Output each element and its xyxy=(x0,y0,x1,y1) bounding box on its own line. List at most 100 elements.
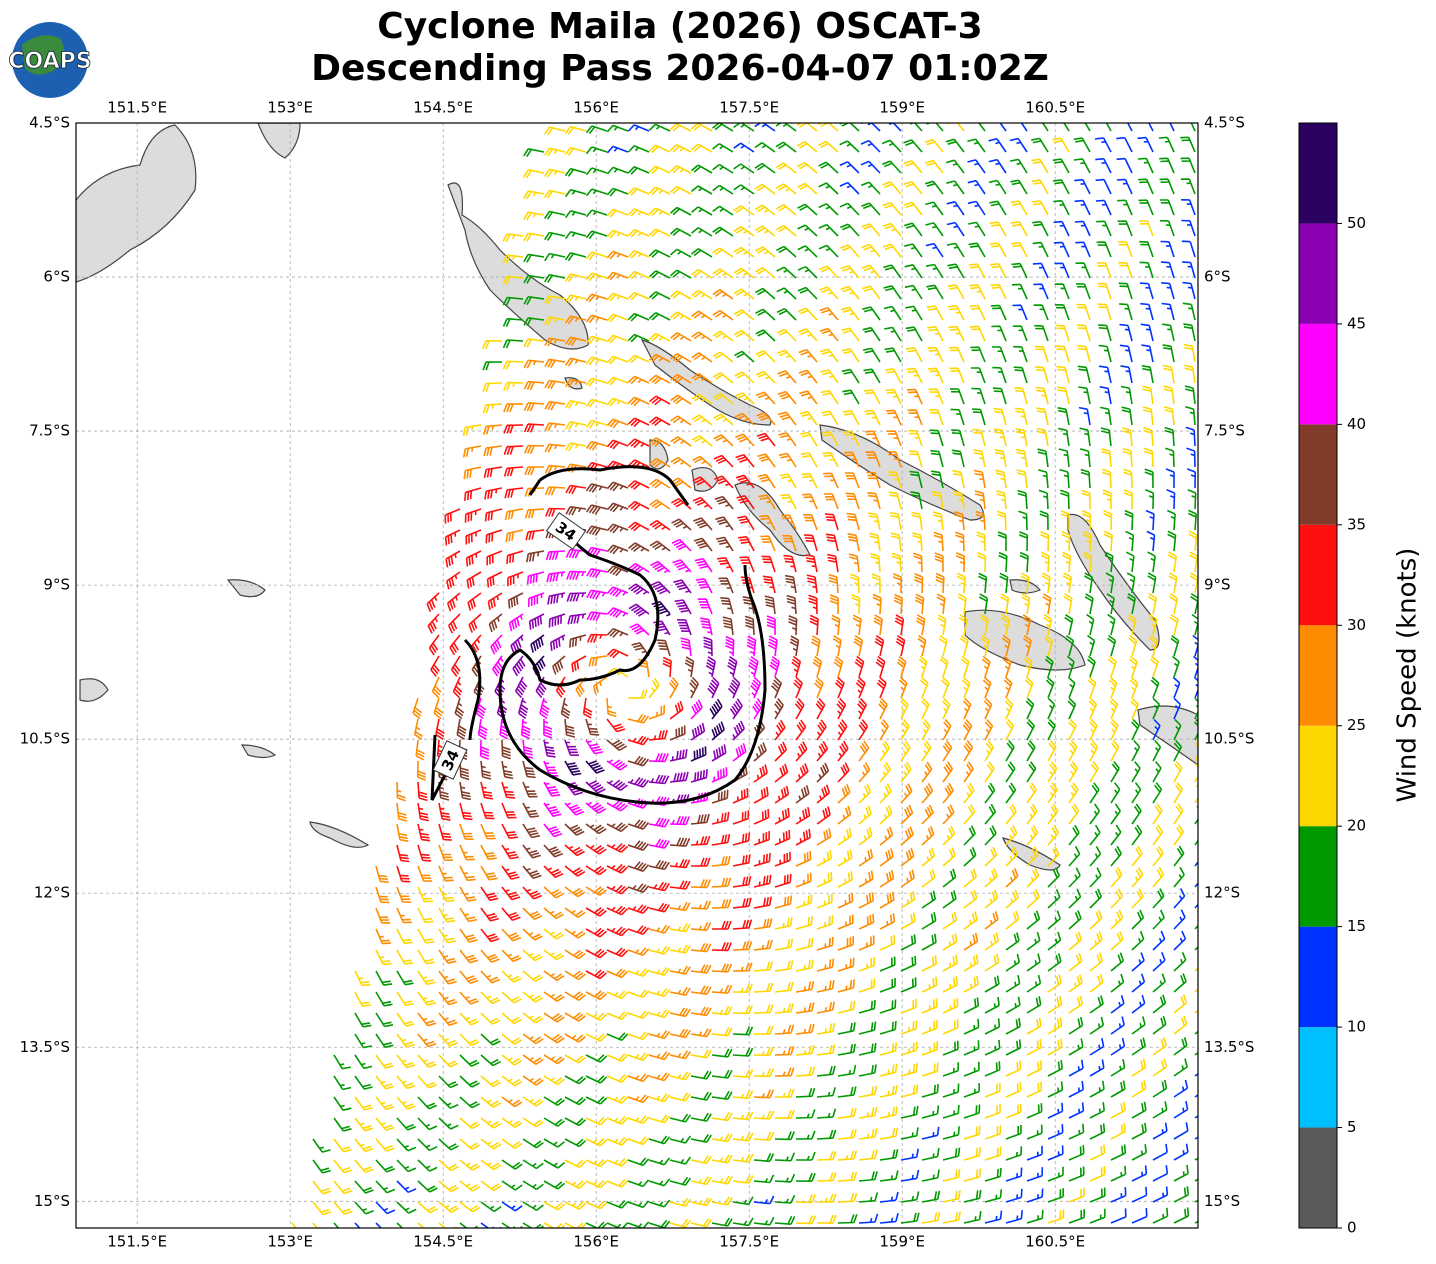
wind-barb xyxy=(805,554,818,573)
wind-barb xyxy=(333,1054,351,1070)
wind-barb xyxy=(958,614,968,636)
wind-barb xyxy=(795,1130,816,1140)
wind-barb xyxy=(564,718,576,738)
wind-barb xyxy=(879,934,896,951)
wind-barb xyxy=(564,802,584,816)
island xyxy=(649,439,669,470)
wind-barb xyxy=(486,550,503,566)
wind-barb xyxy=(1087,634,1096,657)
wind-barb xyxy=(984,740,994,762)
wind-barb xyxy=(585,230,608,240)
wind-barb xyxy=(526,550,545,563)
wind-barb xyxy=(879,1170,899,1182)
wind-barb xyxy=(606,502,629,513)
wind-barb xyxy=(1068,782,1079,804)
wind-barb xyxy=(1180,157,1196,174)
wind-barb xyxy=(837,1064,857,1077)
wind-barb xyxy=(934,552,944,573)
wind-barb xyxy=(912,532,923,552)
wind-barb xyxy=(908,429,923,447)
wind-barb xyxy=(585,188,608,197)
wind-barb xyxy=(876,676,887,699)
wind-barb xyxy=(1165,468,1175,488)
wind-barb xyxy=(1068,974,1083,993)
wind-barb xyxy=(312,1180,332,1195)
wind-barb xyxy=(1131,1186,1148,1203)
wind-barb xyxy=(879,1042,898,1056)
wind-barb xyxy=(978,572,988,594)
wind-barb xyxy=(752,698,764,720)
wind-barb xyxy=(1026,803,1038,825)
wind-barb xyxy=(546,571,566,583)
wind-barb xyxy=(953,490,965,510)
wind-barb xyxy=(1161,302,1175,321)
wind-barb xyxy=(921,1019,938,1035)
wind-barb xyxy=(935,572,945,594)
wind-barb xyxy=(1083,551,1093,573)
wind-barb xyxy=(1098,324,1112,342)
wind-barb xyxy=(1075,283,1091,300)
wind-barb xyxy=(973,469,986,489)
wind-barb xyxy=(480,865,498,881)
wind-barb xyxy=(588,655,608,667)
wind-barb xyxy=(1047,1124,1064,1140)
wind-barb xyxy=(1166,488,1176,510)
wind-barb xyxy=(564,357,587,367)
wind-barb xyxy=(753,852,771,867)
wind-barb xyxy=(502,339,524,349)
wind-barb xyxy=(942,740,953,762)
wind-barb xyxy=(564,1117,587,1127)
wind-barb xyxy=(501,823,518,839)
wind-barb xyxy=(971,408,986,426)
wind-barb xyxy=(1110,931,1124,951)
wind-barb xyxy=(627,312,650,322)
wind-barb xyxy=(606,229,629,239)
wind-barb xyxy=(669,227,692,237)
wind-barb xyxy=(606,884,629,895)
wind-barb xyxy=(712,123,734,132)
wind-barb xyxy=(1026,1167,1044,1182)
wind-barb xyxy=(753,1089,775,1099)
wind-barb xyxy=(648,1030,671,1040)
wind-barb xyxy=(483,466,503,479)
wind-barb xyxy=(543,781,561,797)
wind-barb xyxy=(977,551,987,573)
wind-barb xyxy=(1187,509,1197,531)
wind-barb xyxy=(524,466,544,476)
wind-barb xyxy=(795,719,807,741)
wind-barb xyxy=(631,642,650,657)
wind-barb xyxy=(1005,1188,1023,1203)
wind-barb xyxy=(816,871,833,888)
wind-barb xyxy=(1055,324,1070,342)
wind-barb xyxy=(939,655,949,678)
wind-barb xyxy=(858,1213,879,1224)
wind-barb xyxy=(627,500,650,511)
wind-barb xyxy=(753,896,772,909)
wind-barb xyxy=(774,1003,794,1014)
wind-barb xyxy=(528,592,545,607)
wind-barb xyxy=(754,246,776,258)
wind-barb xyxy=(396,1012,415,1027)
wind-barb xyxy=(962,697,972,720)
wind-barb xyxy=(921,1126,940,1140)
wind-barb xyxy=(1026,1209,1044,1224)
wind-barb xyxy=(669,1176,692,1186)
wind-barb xyxy=(606,1053,629,1062)
contour-line xyxy=(498,465,767,805)
wind-barb xyxy=(992,387,1007,405)
wind-barb xyxy=(1149,634,1159,657)
wind-barb xyxy=(860,181,881,195)
wind-barb xyxy=(486,571,503,588)
wind-barb xyxy=(1005,953,1021,972)
wind-barb xyxy=(585,461,608,472)
wind-barb xyxy=(815,697,826,720)
wind-barb xyxy=(1026,718,1036,741)
wind-barb xyxy=(627,521,650,532)
wind-barb xyxy=(879,913,896,930)
wind-barb xyxy=(606,544,629,555)
wind-barb xyxy=(438,1096,459,1109)
wind-barb xyxy=(1047,824,1059,846)
wind-barb xyxy=(669,1071,692,1081)
wind-barb xyxy=(648,1219,671,1228)
wind-barb xyxy=(648,1199,671,1208)
